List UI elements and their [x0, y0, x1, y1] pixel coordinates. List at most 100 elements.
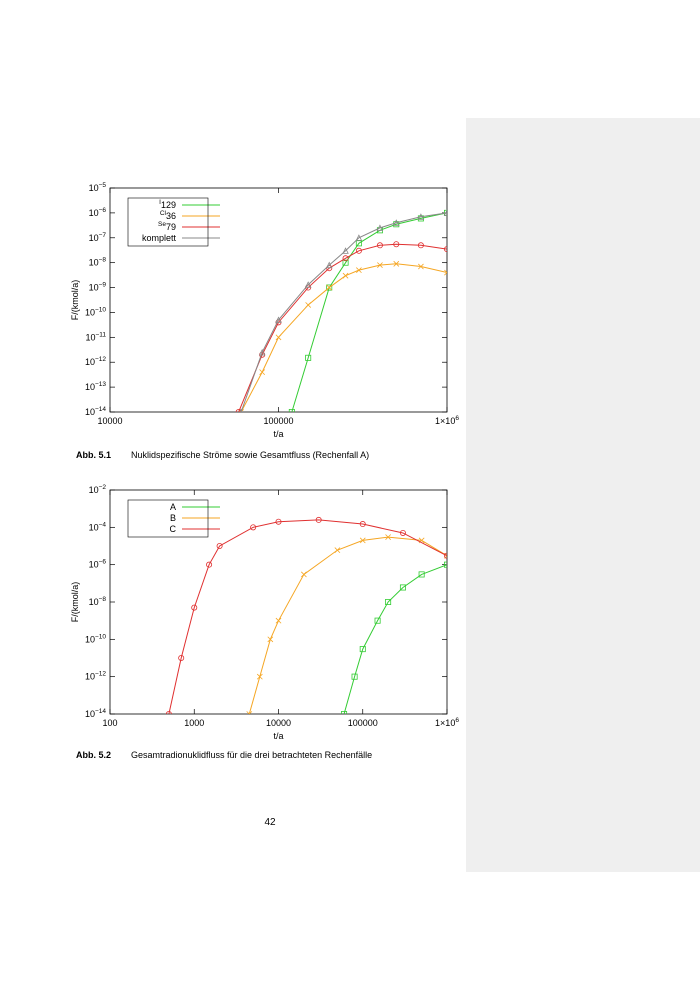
legend-frame [127, 197, 209, 247]
marker [326, 284, 333, 291]
marker [325, 261, 333, 269]
caption-label: Abb. 5.2 [76, 750, 112, 760]
marker [417, 242, 424, 249]
marker [355, 234, 363, 241]
marker [444, 269, 447, 276]
x-tick-label: 10000 [266, 718, 291, 728]
y-tick-label: 10−5 [89, 182, 107, 193]
y-tick-label: 10−8 [89, 596, 107, 607]
marker [267, 636, 274, 643]
x-tick-label: 10000 [97, 416, 122, 426]
marker [216, 543, 223, 550]
marker [334, 547, 341, 554]
marker [300, 571, 307, 578]
y-axis-label: F/(kmol/a) [70, 582, 80, 623]
marker [359, 521, 366, 528]
marker [444, 246, 447, 253]
caption-label: Abb. 5.1 [76, 450, 112, 460]
y-tick-label: 10−10 [85, 633, 106, 644]
y-tick-label: 10−12 [85, 671, 106, 682]
marker [342, 259, 349, 266]
marker [315, 516, 322, 523]
x-tick-label: 100000 [263, 416, 293, 426]
marker [399, 529, 406, 536]
marker [275, 334, 282, 341]
series-line [343, 564, 447, 714]
marker [376, 242, 383, 249]
marker [304, 281, 312, 288]
marker [443, 209, 447, 216]
x-axis-label: t/a [273, 429, 283, 439]
marker [443, 561, 447, 568]
page-number: 42 [264, 817, 276, 828]
series-line [168, 519, 447, 714]
marker [342, 247, 349, 254]
series-line [248, 536, 447, 714]
y-tick-label: 10−13 [85, 381, 106, 392]
marker [165, 711, 172, 714]
x-axis-label: t/a [273, 731, 283, 741]
series-line [240, 263, 447, 412]
marker [376, 224, 384, 231]
legend-frame [127, 499, 209, 538]
marker [256, 673, 263, 680]
marker [258, 348, 266, 356]
y-tick-label: 10−10 [85, 306, 106, 317]
y-tick-label: 10−6 [89, 207, 107, 218]
legend-label: B [170, 513, 176, 523]
marker [417, 213, 425, 220]
marker [393, 260, 400, 267]
marker [393, 241, 400, 248]
caption-text: Gesamtradionuklidfluss für die drei betr… [131, 750, 373, 760]
marker [326, 284, 333, 291]
legend-label: C [170, 524, 177, 534]
y-tick-label: 10−2 [89, 484, 107, 495]
legend-label: komplett [142, 233, 177, 243]
marker [417, 215, 424, 222]
marker [418, 571, 425, 578]
x-tick-label: 1×106 [435, 415, 459, 426]
marker [393, 221, 400, 228]
x-tick-label: 1×106 [435, 717, 459, 728]
marker [359, 646, 366, 653]
y-tick-label: 10−7 [89, 232, 107, 243]
legend-label: A [170, 502, 176, 512]
plot [235, 209, 447, 412]
plot [165, 516, 447, 714]
marker [178, 655, 185, 662]
x-tick-label: 100 [102, 718, 117, 728]
marker [385, 534, 391, 540]
marker [377, 262, 383, 268]
marker [418, 263, 424, 270]
y-tick-label: 10−12 [85, 356, 106, 367]
marker [356, 267, 362, 274]
marker [399, 584, 406, 591]
series-line [291, 212, 447, 412]
marker [206, 561, 213, 568]
marker [359, 537, 366, 544]
legend-label: Se79 [158, 221, 176, 232]
y-tick-label: 10−9 [89, 282, 107, 293]
comment-sidebar [466, 118, 700, 872]
y-tick-label: 10−8 [89, 257, 107, 268]
series-line [238, 243, 447, 412]
marker [355, 247, 362, 254]
y-tick-label: 10−6 [89, 559, 107, 570]
plot-frame [109, 489, 448, 715]
y-tick-label: 10−11 [85, 331, 106, 342]
marker [305, 354, 312, 361]
marker [393, 219, 400, 226]
marker [191, 604, 198, 611]
marker [250, 524, 257, 531]
marker [342, 255, 349, 262]
caption-text: Nuklidspezifische Ströme sowie Gesamtflu… [131, 450, 370, 460]
legend-label: Cl36 [160, 210, 176, 221]
y-tick-label: 10−14 [85, 708, 106, 719]
x-tick-label: 1000 [184, 718, 204, 728]
series-line [240, 212, 447, 412]
marker [275, 316, 282, 323]
caption: Abb. 5.2 Gesamtradionuklidfluss für die d… [76, 750, 372, 760]
marker [351, 673, 358, 680]
x-tick-label: 100000 [348, 718, 378, 728]
